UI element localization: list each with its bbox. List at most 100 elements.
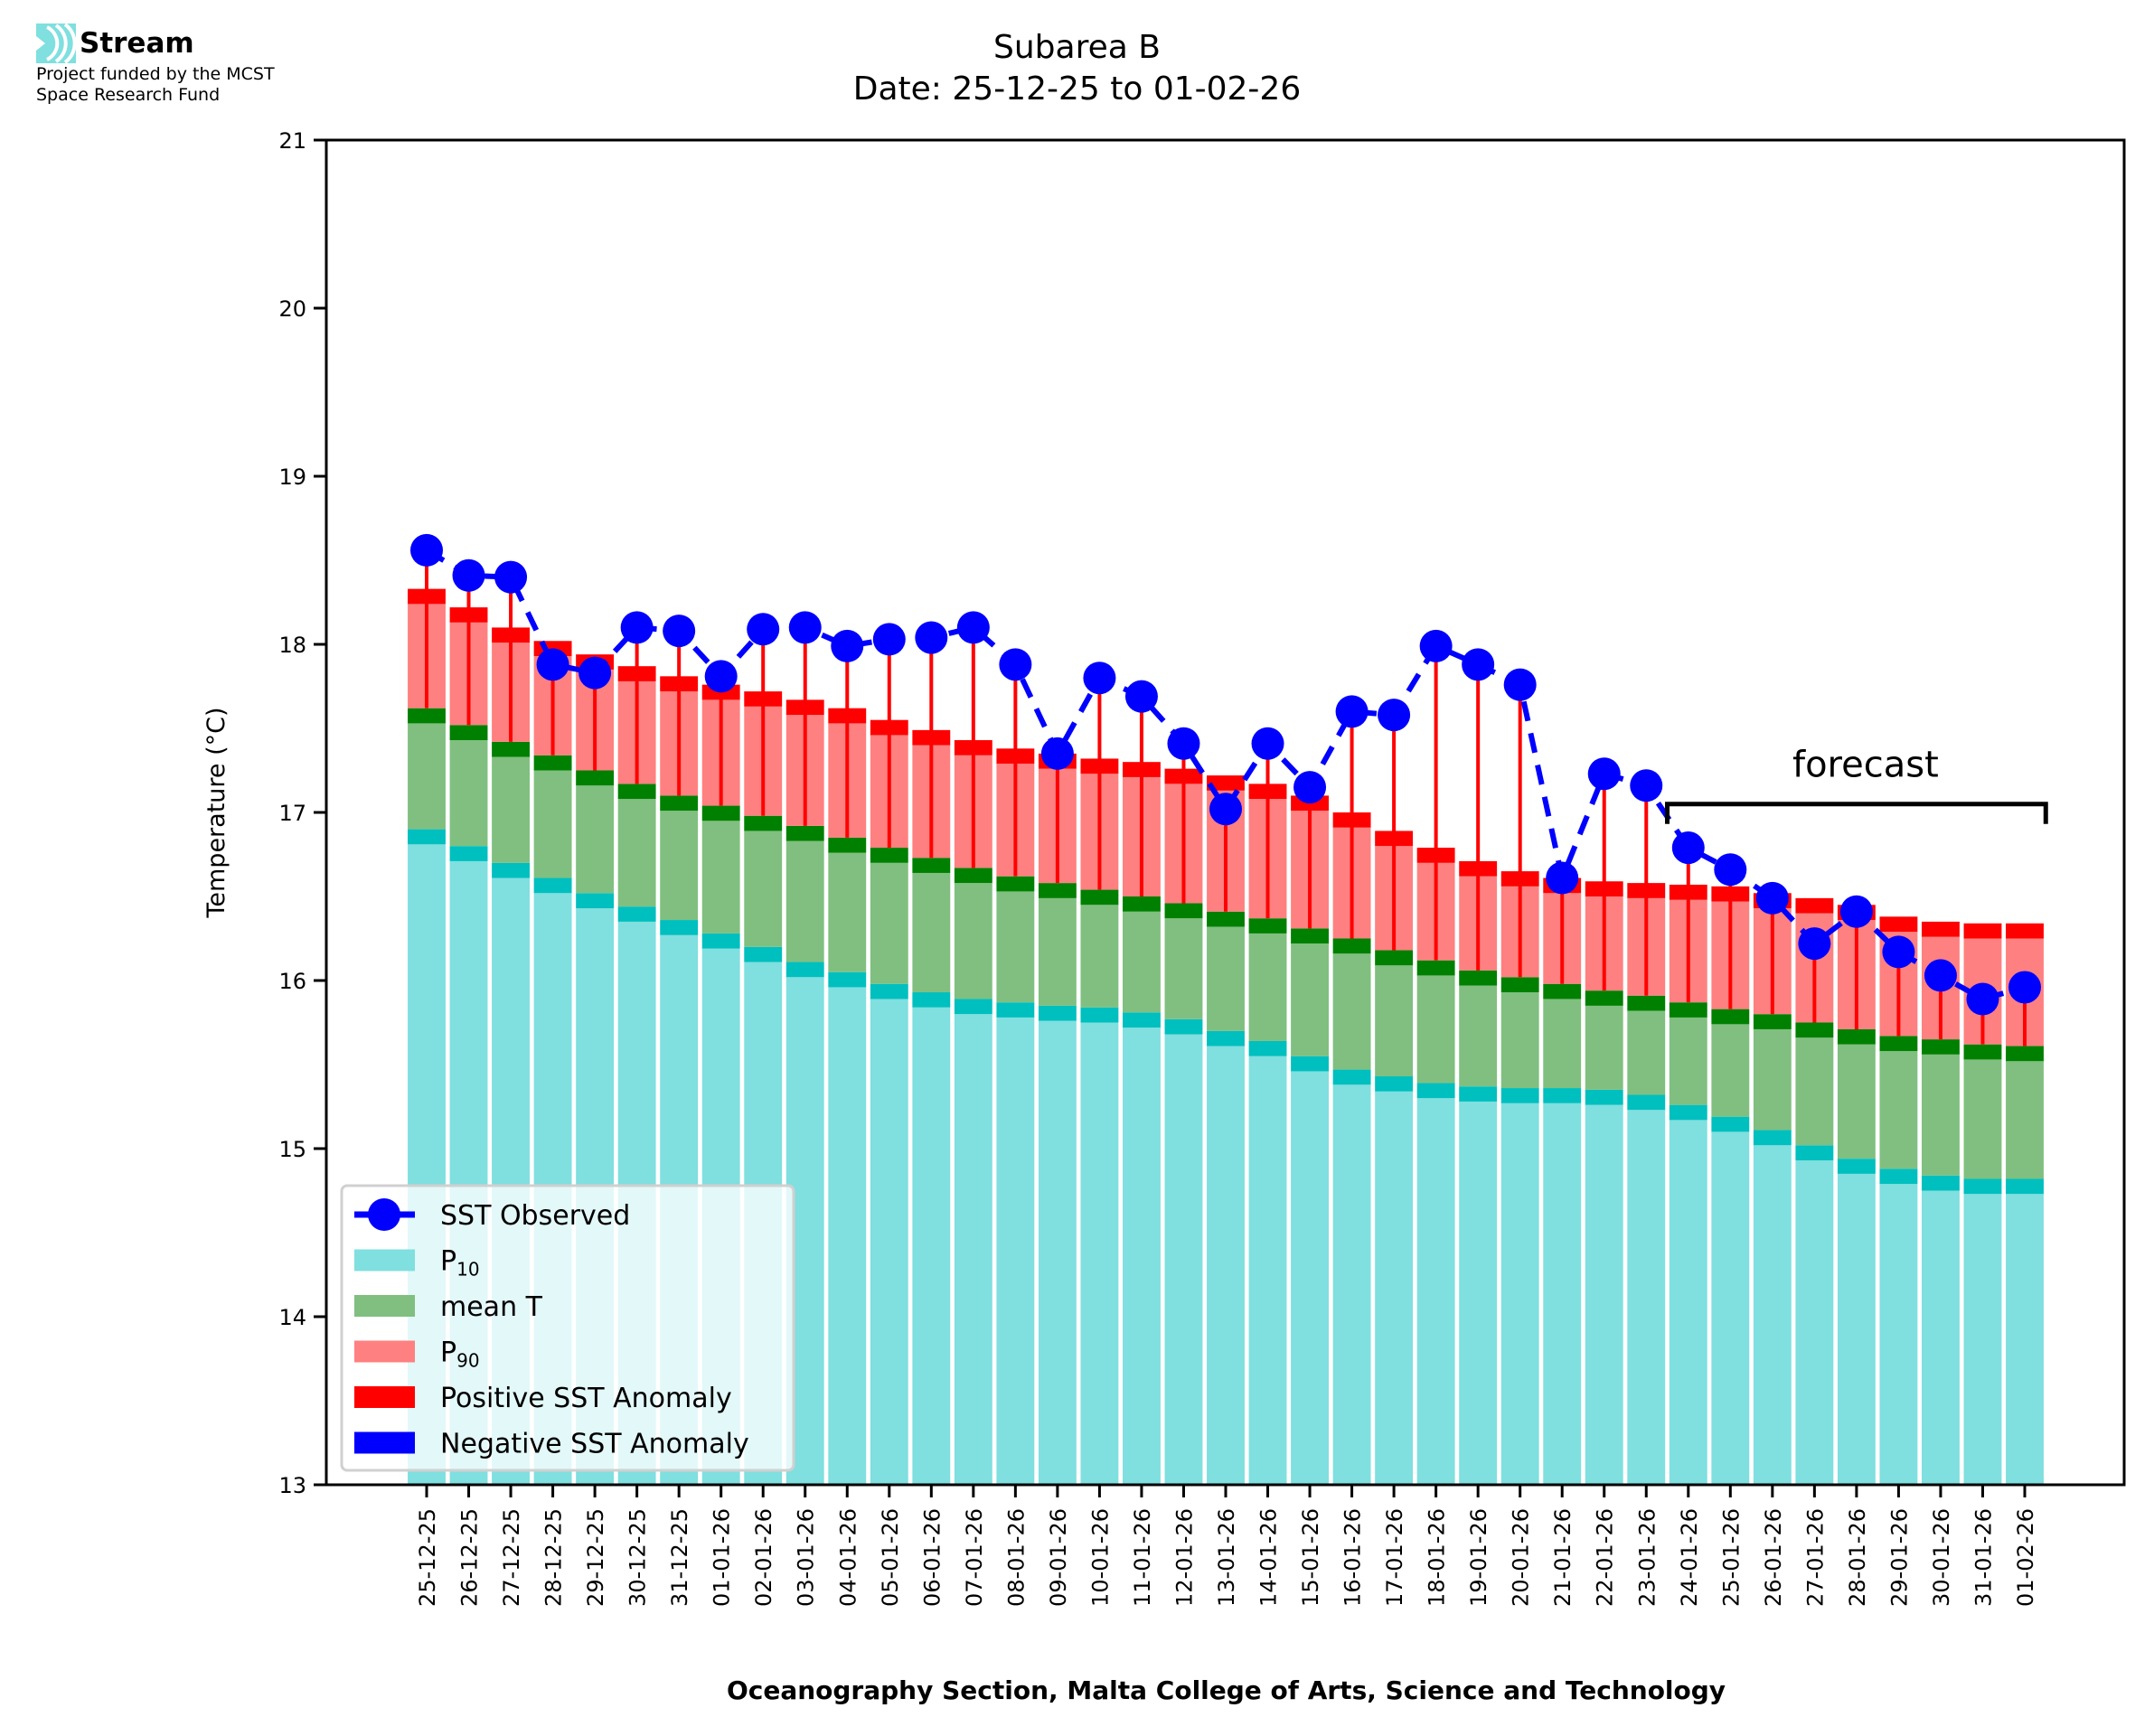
bar-p10 xyxy=(996,1017,1035,1485)
bar-mean-band xyxy=(1837,1028,1876,1045)
bar-p10 xyxy=(1291,1071,1329,1485)
bar-p90-band xyxy=(1207,775,1245,791)
bar-mean-band xyxy=(1795,1022,1834,1038)
bar-mean xyxy=(996,891,1035,1003)
bar-mean-band xyxy=(1207,911,1245,927)
bar-p10-band xyxy=(1669,1104,1707,1121)
x-tick-label: 20-01-26 xyxy=(1509,1508,1534,1607)
x-tick-label: 13-01-26 xyxy=(1214,1508,1239,1607)
x-tick-label: 17-01-26 xyxy=(1382,1508,1407,1607)
sst-point xyxy=(704,660,738,693)
bar-mean-band xyxy=(996,876,1035,892)
legend-box xyxy=(340,1184,795,1472)
bar-mean-band xyxy=(1543,983,1582,999)
sst-point xyxy=(956,611,990,644)
bar-p10-band xyxy=(1711,1116,1750,1132)
forecast-annotation: forecast xyxy=(1665,745,2048,824)
sst-point xyxy=(1419,629,1453,662)
bar-mean xyxy=(1795,1037,1834,1146)
axes-layer: 13 14 15 16 17 18 19 20 21 25-12-25 26-12-25 27-12-… xyxy=(278,128,2126,1607)
sst-point xyxy=(1503,668,1537,701)
chart-title: Subarea B xyxy=(993,29,1161,66)
bar-mean xyxy=(912,872,951,993)
bar-p10 xyxy=(1416,1098,1455,1485)
sst-point xyxy=(872,623,906,656)
y-tick-label: 17 xyxy=(278,801,306,826)
funding-line-1: Project funded by the MCST xyxy=(36,64,275,84)
bar-p10 xyxy=(1164,1034,1203,1485)
stream-waves-icon xyxy=(36,23,76,63)
bar-p10 xyxy=(1248,1056,1287,1485)
bar-mean-band xyxy=(1080,889,1119,906)
sst-point xyxy=(1335,695,1369,728)
x-tick-label: 31-12-25 xyxy=(667,1508,692,1607)
bar-mean-band xyxy=(912,858,951,873)
bar-p90-band xyxy=(1879,916,1918,933)
bar-p10-band xyxy=(744,946,783,962)
bar-p10-band xyxy=(1416,1083,1455,1099)
sst-point xyxy=(1083,662,1116,695)
sst-point xyxy=(1293,771,1327,804)
bar-mean xyxy=(1711,1024,1750,1117)
x-tick-label: 18-01-26 xyxy=(1425,1508,1450,1607)
bar-p10 xyxy=(1963,1194,2002,1485)
bar-mean xyxy=(2006,1061,2044,1179)
bar-mean-band xyxy=(1922,1039,1960,1055)
bar-mean-band xyxy=(1627,995,1666,1011)
bar-mean-band xyxy=(870,848,908,863)
y-tick-label: 19 xyxy=(278,464,306,490)
forecast-bracket xyxy=(1665,802,2048,824)
y-tick-label: 20 xyxy=(278,296,306,322)
bar-p10 xyxy=(912,1007,951,1485)
bar-p10-band xyxy=(492,862,530,878)
legend-swatch xyxy=(354,1431,415,1454)
sst-point xyxy=(494,560,528,594)
sst-point xyxy=(999,648,1032,681)
bar-p10 xyxy=(1207,1046,1245,1485)
sst-point xyxy=(747,613,780,646)
bar-mean xyxy=(449,740,488,847)
sst-point xyxy=(1671,831,1705,865)
bar-mean xyxy=(533,770,572,878)
x-tick-label: 23-01-26 xyxy=(1634,1508,1660,1607)
bar-p10 xyxy=(1837,1173,1876,1485)
bar-p10-band xyxy=(996,1002,1035,1018)
x-tick-label: 16-01-26 xyxy=(1340,1508,1366,1607)
bar-mean xyxy=(1459,985,1498,1087)
bar-mean-band xyxy=(1332,938,1371,954)
bar-p10-band xyxy=(1332,1069,1371,1085)
sst-point xyxy=(663,615,696,648)
x-tick-label: 24-01-26 xyxy=(1677,1508,1702,1607)
y-axis-label: Temperature (°C) xyxy=(202,707,230,918)
bar-p10 xyxy=(1753,1145,1792,1485)
sst-point xyxy=(1124,680,1158,713)
sst-observed-line xyxy=(425,548,2026,1002)
bar-mean xyxy=(701,821,740,934)
x-tick-label: 02-01-26 xyxy=(751,1508,776,1607)
sst-point xyxy=(536,648,569,681)
bar-mean xyxy=(1837,1044,1876,1159)
bar-p10-band xyxy=(1164,1018,1203,1035)
bar-p10-band xyxy=(617,906,656,922)
bar-p10-band xyxy=(1753,1130,1792,1146)
bar-mean-band xyxy=(701,805,740,821)
bar-p10 xyxy=(1922,1190,1960,1485)
bar-mean xyxy=(1248,933,1287,1041)
bar-p10 xyxy=(1375,1091,1414,1485)
bar-mean xyxy=(1416,975,1455,1084)
x-tick-label: 29-12-25 xyxy=(583,1508,608,1607)
sst-point xyxy=(1966,982,1999,1016)
bar-mean-band xyxy=(1500,977,1539,993)
legend-swatch xyxy=(354,1249,415,1272)
chart-title-block: Subarea B Date: 25-12-25 to 01-02-26 xyxy=(0,27,2154,110)
bar-p10 xyxy=(1879,1184,1918,1485)
bar-p10 xyxy=(1585,1104,1623,1485)
bar-p10-band xyxy=(1585,1089,1623,1105)
forecast-label: forecast xyxy=(1792,745,1939,786)
bar-mean xyxy=(1879,1051,1918,1169)
bar-mean xyxy=(1207,926,1245,1031)
bar-mean xyxy=(828,852,867,972)
bar-p10 xyxy=(954,1014,992,1485)
bar-p10-band xyxy=(1459,1086,1498,1102)
sst-point xyxy=(2008,971,2041,1004)
